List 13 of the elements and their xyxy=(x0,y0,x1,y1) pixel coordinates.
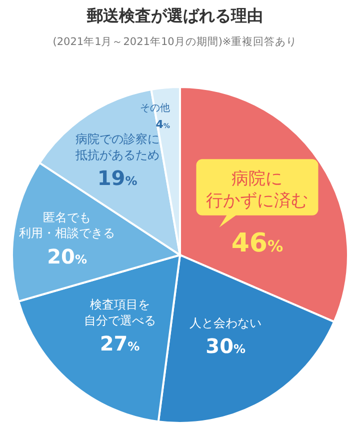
slice-label: 匿名でも利用・相談できる xyxy=(19,210,116,240)
slice-label: 病院での診察に抵抗があるため xyxy=(74,132,160,162)
data-label: 27% xyxy=(100,332,140,356)
data-label: 20% xyxy=(47,244,87,268)
slice-label: 病院に行かずに済む xyxy=(206,168,308,212)
data-label: 46% xyxy=(231,228,284,258)
slice-label: 人と会わない xyxy=(190,316,262,330)
chart-title: 郵送検査が選ばれる理由 xyxy=(86,5,264,27)
slice-label: その他 xyxy=(140,102,170,114)
data-label: 30% xyxy=(206,334,246,358)
chart-subtitle: (2021年1月～2021年10月の期間)※重複回答あり xyxy=(52,35,298,49)
slice-label: 検査項目を自分で選べる xyxy=(84,298,156,328)
data-label: 19% xyxy=(97,166,138,190)
